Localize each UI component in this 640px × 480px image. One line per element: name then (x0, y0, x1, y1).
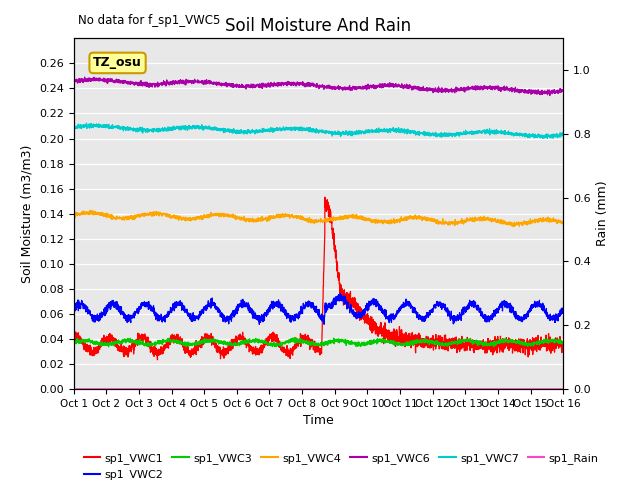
sp1_VWC3 (412, 339, 419, 345)
sp1_VWC1 (380, 323, 388, 329)
sp1_VWC3 (380, 339, 388, 345)
Title: Soil Moisture And Rain: Soil Moisture And Rain (225, 17, 412, 36)
sp1_VWC6 (225, 81, 233, 86)
sp1_VWC6 (70, 78, 77, 84)
Line: sp1_VWC6: sp1_VWC6 (74, 77, 563, 96)
sp1_VWC7 (412, 131, 419, 136)
sp1_VWC2 (412, 306, 419, 312)
sp1_VWC4 (87, 207, 95, 213)
sp1_VWC4 (510, 224, 518, 229)
sp1_VWC4 (225, 213, 233, 218)
sp1_VWC2 (70, 306, 77, 312)
sp1_VWC3 (278, 344, 285, 350)
sp1_VWC7 (225, 129, 233, 135)
sp1_Rain (412, 386, 419, 392)
Y-axis label: Rain (mm): Rain (mm) (596, 181, 609, 246)
sp1_VWC1 (438, 341, 445, 347)
sp1_VWC6 (412, 84, 419, 90)
sp1_VWC7 (380, 128, 388, 133)
sp1_VWC4 (438, 220, 445, 226)
sp1_VWC3 (291, 335, 298, 340)
sp1_VWC1 (225, 346, 233, 351)
sp1_VWC2 (380, 309, 388, 315)
sp1_VWC1 (412, 347, 419, 352)
Text: TZ_osu: TZ_osu (93, 57, 142, 70)
Line: sp1_VWC3: sp1_VWC3 (74, 337, 563, 347)
sp1_VWC6 (546, 93, 554, 98)
sp1_VWC4 (380, 220, 388, 226)
sp1_VWC1 (412, 350, 419, 356)
sp1_VWC7 (543, 135, 551, 141)
Line: sp1_VWC7: sp1_VWC7 (74, 123, 563, 138)
sp1_VWC1 (70, 340, 77, 346)
sp1_VWC2 (225, 317, 233, 323)
sp1_VWC2 (320, 322, 328, 327)
sp1_VWC4 (474, 216, 481, 222)
sp1_VWC6 (380, 81, 388, 87)
sp1_VWC4 (412, 212, 419, 218)
sp1_VWC2 (438, 303, 445, 309)
sp1_VWC1 (321, 194, 329, 200)
sp1_VWC3 (225, 340, 233, 346)
sp1_VWC7 (474, 129, 481, 135)
sp1_VWC2 (412, 308, 419, 313)
sp1_VWC6 (81, 74, 88, 80)
sp1_Rain (225, 386, 233, 392)
sp1_VWC7 (412, 129, 419, 135)
sp1_VWC6 (438, 89, 445, 95)
sp1_VWC2 (474, 304, 482, 310)
sp1_VWC7 (438, 132, 445, 138)
sp1_VWC4 (559, 219, 567, 225)
sp1_VWC6 (412, 85, 419, 91)
sp1_Rain (380, 386, 388, 392)
Line: sp1_VWC1: sp1_VWC1 (74, 197, 563, 360)
sp1_VWC3 (474, 340, 482, 346)
sp1_VWC1 (474, 341, 482, 347)
sp1_Rain (437, 386, 445, 392)
sp1_Rain (70, 386, 77, 392)
sp1_VWC4 (70, 213, 77, 219)
sp1_VWC4 (412, 214, 419, 220)
Legend: sp1_VWC1, sp1_VWC2, sp1_VWC3, sp1_VWC4, sp1_VWC6, sp1_VWC7, sp1_Rain: sp1_VWC1, sp1_VWC2, sp1_VWC3, sp1_VWC4, … (79, 449, 604, 480)
sp1_VWC1 (559, 346, 567, 352)
sp1_VWC7 (559, 132, 567, 138)
Y-axis label: Soil Moisture (m3/m3): Soil Moisture (m3/m3) (20, 144, 33, 283)
sp1_Rain (559, 386, 567, 392)
sp1_VWC3 (412, 340, 419, 346)
X-axis label: Time: Time (303, 414, 334, 427)
sp1_VWC7 (83, 120, 90, 126)
sp1_VWC7 (70, 123, 77, 129)
sp1_VWC2 (559, 307, 567, 313)
Text: No data for f_sp1_VWC5: No data for f_sp1_VWC5 (79, 14, 221, 27)
sp1_VWC2 (336, 290, 344, 296)
Line: sp1_VWC2: sp1_VWC2 (74, 293, 563, 324)
sp1_VWC6 (559, 88, 567, 94)
sp1_VWC3 (559, 340, 567, 346)
sp1_Rain (474, 386, 481, 392)
sp1_VWC6 (474, 85, 481, 91)
Line: sp1_VWC4: sp1_VWC4 (74, 210, 563, 227)
sp1_VWC3 (70, 340, 77, 346)
sp1_VWC3 (438, 343, 445, 348)
sp1_Rain (412, 386, 419, 392)
sp1_VWC1 (154, 357, 161, 362)
